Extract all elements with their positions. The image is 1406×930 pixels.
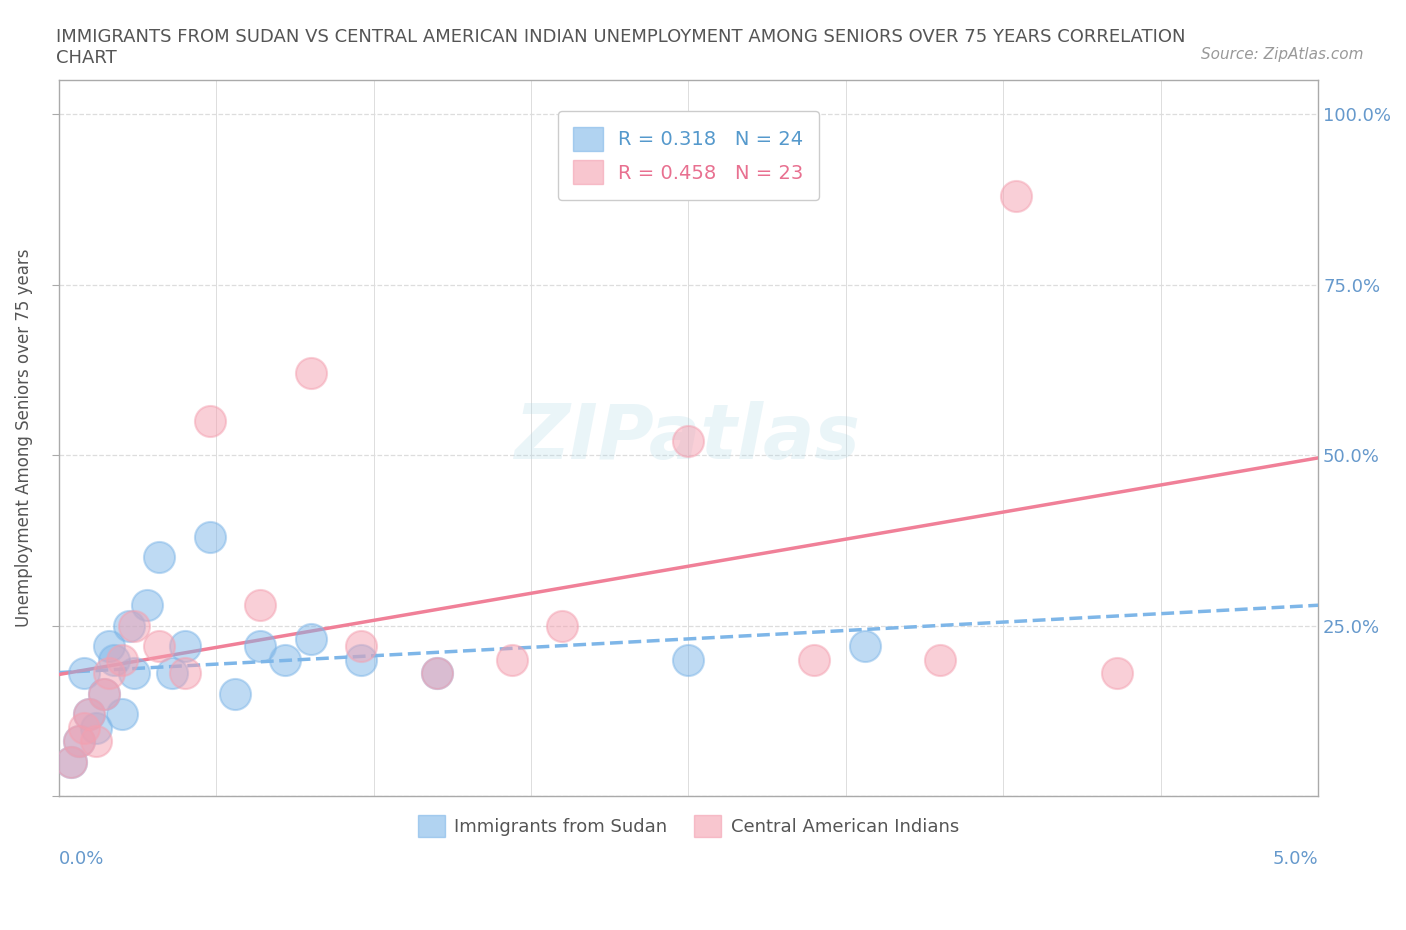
Point bbox=[148, 550, 170, 565]
Point bbox=[98, 639, 121, 654]
Point bbox=[678, 434, 700, 449]
Point bbox=[67, 734, 90, 749]
Point bbox=[299, 365, 322, 380]
Legend: Immigrants from Sudan, Central American Indians: Immigrants from Sudan, Central American … bbox=[411, 808, 966, 844]
Point bbox=[73, 666, 96, 681]
Point bbox=[60, 754, 83, 769]
Point bbox=[249, 598, 271, 613]
Text: 5.0%: 5.0% bbox=[1272, 850, 1319, 869]
Point bbox=[77, 707, 100, 722]
Point bbox=[173, 639, 195, 654]
Point bbox=[118, 618, 141, 633]
Point bbox=[93, 686, 115, 701]
Point bbox=[853, 639, 876, 654]
Text: IMMIGRANTS FROM SUDAN VS CENTRAL AMERICAN INDIAN UNEMPLOYMENT AMONG SENIORS OVER: IMMIGRANTS FROM SUDAN VS CENTRAL AMERICA… bbox=[56, 28, 1185, 67]
Point bbox=[425, 666, 447, 681]
Point bbox=[198, 414, 221, 429]
Point bbox=[350, 652, 373, 667]
Point bbox=[148, 639, 170, 654]
Point bbox=[274, 652, 297, 667]
Text: Source: ZipAtlas.com: Source: ZipAtlas.com bbox=[1201, 46, 1364, 61]
Text: 0.0%: 0.0% bbox=[59, 850, 104, 869]
Point bbox=[551, 618, 574, 633]
Point bbox=[86, 734, 108, 749]
Point bbox=[103, 652, 125, 667]
Point bbox=[929, 652, 952, 667]
Point bbox=[1005, 189, 1028, 204]
Point bbox=[67, 734, 90, 749]
Point bbox=[299, 631, 322, 646]
Point bbox=[678, 652, 700, 667]
Point bbox=[93, 686, 115, 701]
Point bbox=[160, 666, 183, 681]
Point bbox=[198, 529, 221, 544]
Point bbox=[77, 707, 100, 722]
Point bbox=[249, 639, 271, 654]
Point bbox=[224, 686, 246, 701]
Point bbox=[98, 666, 121, 681]
Point bbox=[86, 721, 108, 736]
Point bbox=[501, 652, 523, 667]
Point bbox=[122, 618, 145, 633]
Point bbox=[73, 721, 96, 736]
Point bbox=[111, 707, 134, 722]
Point bbox=[173, 666, 195, 681]
Point bbox=[425, 666, 447, 681]
Point bbox=[135, 598, 157, 613]
Point bbox=[111, 652, 134, 667]
Point bbox=[122, 666, 145, 681]
Point bbox=[1105, 666, 1128, 681]
Text: ZIPatlas: ZIPatlas bbox=[516, 401, 862, 475]
Y-axis label: Unemployment Among Seniors over 75 years: Unemployment Among Seniors over 75 years bbox=[15, 248, 32, 627]
Point bbox=[803, 652, 825, 667]
Point bbox=[350, 639, 373, 654]
Point bbox=[60, 754, 83, 769]
